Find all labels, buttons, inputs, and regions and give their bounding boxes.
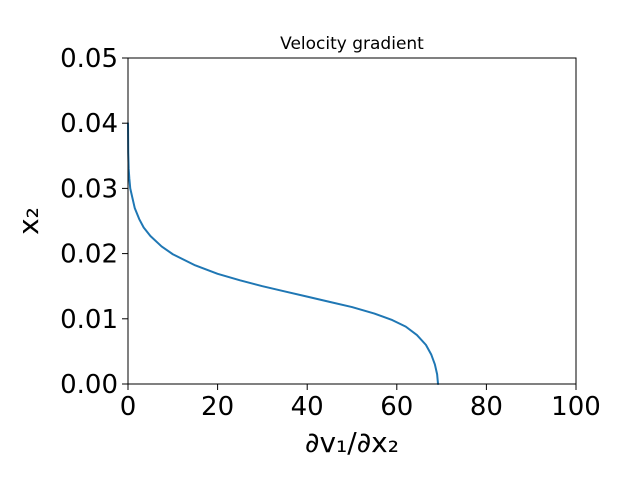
y-tick-label: 0.05 xyxy=(60,44,118,74)
y-axis: 0.00 0.01 0.02 0.03 0.04 0.05 xyxy=(60,44,128,400)
series-line-0 xyxy=(127,122,440,385)
x-axis-title: ∂v₁/∂x₂ xyxy=(305,426,399,459)
x-tick-label: 80 xyxy=(470,392,503,422)
y-tick-label: 0.04 xyxy=(60,109,118,139)
y-tick-label: 0.00 xyxy=(60,370,118,400)
plot-frame xyxy=(127,57,577,385)
x-axis: 0 20 40 60 80 100 xyxy=(120,384,601,422)
x-tick-label: 20 xyxy=(201,392,234,422)
y-axis-title: x₂ xyxy=(12,207,45,235)
x-tick-label: 100 xyxy=(551,392,601,422)
series-layer xyxy=(127,122,440,385)
y-tick-label: 0.03 xyxy=(60,174,118,204)
x-tick-label: 60 xyxy=(380,392,413,422)
y-tick-label: 0.01 xyxy=(60,305,118,335)
chart-title: Velocity gradient xyxy=(280,34,424,54)
x-tick-label: 40 xyxy=(291,392,324,422)
x-tick-label: 0 xyxy=(120,392,137,422)
y-tick-label: 0.02 xyxy=(60,240,118,270)
